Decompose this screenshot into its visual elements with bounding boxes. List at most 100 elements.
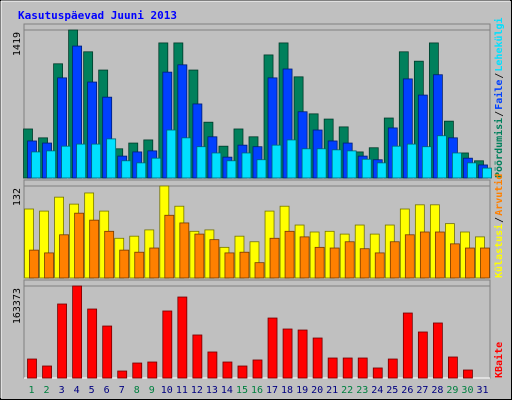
bar [121,160,132,179]
legend-separator: / [494,111,505,117]
legend-separator: / [494,73,505,79]
bar [44,252,54,279]
x-tick-label: 23 [356,385,368,396]
bar [59,234,69,279]
bar [342,357,353,379]
x-tick-label: 24 [371,385,383,396]
bar [24,208,34,279]
bar [249,241,260,279]
bar [147,361,158,379]
bar [406,143,417,179]
bar [417,331,428,379]
bar [72,285,83,379]
bar [164,214,175,279]
bar [344,241,355,279]
bar [119,249,130,279]
bar [329,247,340,279]
x-tick-label: 1 [29,385,35,396]
legend-entry: KBaite [493,342,505,378]
x-tick-label: 8 [134,385,140,396]
bar [196,146,207,179]
bar [46,150,56,179]
bar [254,262,265,279]
x-tick-label: 6 [104,385,110,396]
bar [39,210,49,279]
x-tick-label: 4 [74,385,80,396]
bar [436,135,447,179]
bar [286,139,297,179]
legend-entry: Lehekülgi [493,17,505,71]
bar [57,303,67,379]
bar [241,152,252,179]
bar [151,157,162,179]
bar [421,146,432,179]
x-tick-label: 21 [326,385,338,396]
x-tick-label: 11 [176,385,188,396]
x-tick-label: 27 [416,385,428,396]
x-tick-label: 20 [311,385,323,396]
bar [106,138,117,179]
bar [42,365,52,379]
bar [222,361,233,379]
x-tick-label: 10 [161,385,173,396]
y-tick-label: 132 [12,188,23,206]
x-tick-label: 13 [206,385,218,396]
bar [117,370,128,379]
bar [166,129,177,179]
bar [432,322,443,379]
bar [359,248,370,279]
bar [312,337,323,379]
bar [211,152,222,179]
x-tick-label: 3 [59,385,65,396]
bar [252,359,263,379]
bar [132,362,143,379]
chart-title: Kasutuspäevad Juuni 2013 [18,9,177,22]
bar [327,357,338,379]
bar [271,144,282,179]
x-tick-label: 26 [401,385,413,396]
bar [467,162,477,179]
bar [181,137,192,179]
bar [136,162,147,179]
bar [463,369,473,379]
bar [282,328,293,379]
legend-entry: Faile [493,80,505,110]
bar [297,329,308,379]
bar [31,151,41,179]
bar [91,143,102,179]
bar [87,308,98,379]
bar [29,249,39,279]
bar [256,159,267,179]
y-tick-label: 163373 [12,288,23,324]
x-tick-label: 19 [296,385,308,396]
bar [76,143,87,179]
bar [209,239,220,279]
bar [450,243,460,279]
bar [331,149,342,179]
bar [224,252,235,279]
bar [361,158,372,179]
bar [104,230,115,279]
x-tick-label: 29 [446,385,458,396]
bar [448,356,458,379]
bar [299,236,310,279]
bar [27,358,37,379]
bar [391,145,402,179]
bar [194,233,205,279]
bar [192,334,203,379]
bar [239,251,250,279]
bar [346,150,357,179]
bar [434,231,445,279]
x-tick-label: 15 [236,385,248,396]
legend-separator: / [494,217,505,223]
bar [389,241,400,279]
bar [301,148,312,179]
bar [102,325,113,379]
x-tick-label: 28 [431,385,443,396]
x-tick-label: 30 [461,385,473,396]
legend-entry: Arvutid [493,174,505,216]
bar [314,246,325,279]
x-tick-label: 5 [89,385,95,396]
bar [465,247,475,279]
